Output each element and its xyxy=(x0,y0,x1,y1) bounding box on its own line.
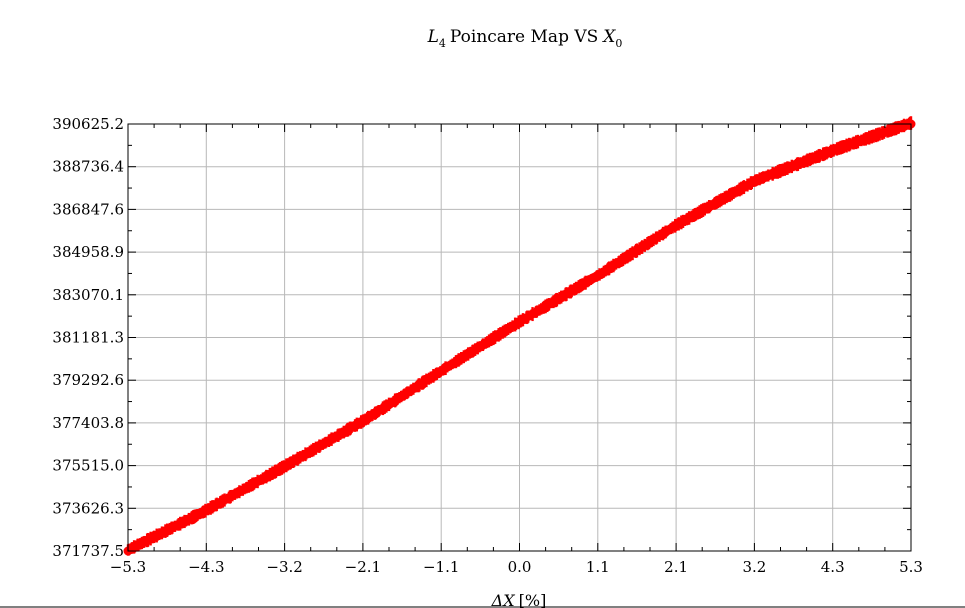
data-point-key xyxy=(278,463,288,473)
y-tick-label: 373626.3 xyxy=(52,499,124,517)
x-tick-label: −3.2 xyxy=(266,558,302,576)
data-point-key xyxy=(359,416,369,426)
x-axis-label: ΔX [%] xyxy=(491,591,547,608)
y-tick-label: 388736.4 xyxy=(52,158,124,176)
data-series xyxy=(123,116,916,556)
y-tick-label: 390625.2 xyxy=(52,115,124,133)
y-tick-label: 379292.6 xyxy=(52,371,124,389)
x-tick-label: 2.1 xyxy=(664,558,688,576)
y-tick-label: 377403.8 xyxy=(52,414,124,432)
x-tick-label: −2.1 xyxy=(345,558,381,576)
x-tick-label: 5.3 xyxy=(899,558,923,576)
y-tick-label: 371737.5 xyxy=(52,542,124,560)
data-point-key xyxy=(596,270,606,280)
data-point-key xyxy=(433,369,443,379)
x-tick-label: 1.1 xyxy=(586,558,610,576)
x-tick-label: 3.2 xyxy=(742,558,766,576)
data-point-key xyxy=(197,509,207,519)
data-point-key xyxy=(751,176,761,186)
data-point-key xyxy=(515,318,524,328)
y-tick-label: 384958.9 xyxy=(52,243,124,261)
x-tick-label: −4.3 xyxy=(188,558,224,576)
axis-ticks xyxy=(127,123,912,552)
data-point-key xyxy=(670,222,680,232)
chart-title: L4 Poincare Map VS X0 xyxy=(427,27,623,50)
x-tick-label: 0.0 xyxy=(508,558,532,576)
y-tick-label: 375515.0 xyxy=(52,457,124,475)
x-tick-label: 4.3 xyxy=(821,558,845,576)
data-point-key xyxy=(832,145,842,155)
x-tick-label: −5.3 xyxy=(110,558,146,576)
tick-labels: −5.3 −4.3 −3.2 −2.1 −1.1 0.0 1.1 2.1 3.2 4.3 5.3 37… xyxy=(52,115,923,576)
y-tick-label: 383070.1 xyxy=(52,286,124,304)
y-tick-label: 386847.6 xyxy=(52,200,124,218)
x-tick-label: −1.1 xyxy=(423,558,459,576)
y-tick-label: 381181.3 xyxy=(52,329,124,347)
